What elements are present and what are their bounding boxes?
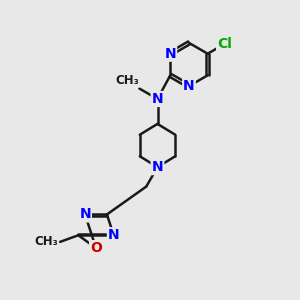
Text: O: O (90, 241, 102, 255)
Text: N: N (79, 208, 91, 221)
Text: N: N (152, 160, 163, 174)
Text: N: N (183, 79, 195, 93)
Text: N: N (164, 47, 176, 61)
Text: Cl: Cl (217, 37, 232, 51)
Text: CH₃: CH₃ (35, 236, 58, 248)
Text: N: N (152, 92, 163, 106)
Text: N: N (108, 228, 119, 242)
Text: CH₃: CH₃ (116, 74, 139, 87)
